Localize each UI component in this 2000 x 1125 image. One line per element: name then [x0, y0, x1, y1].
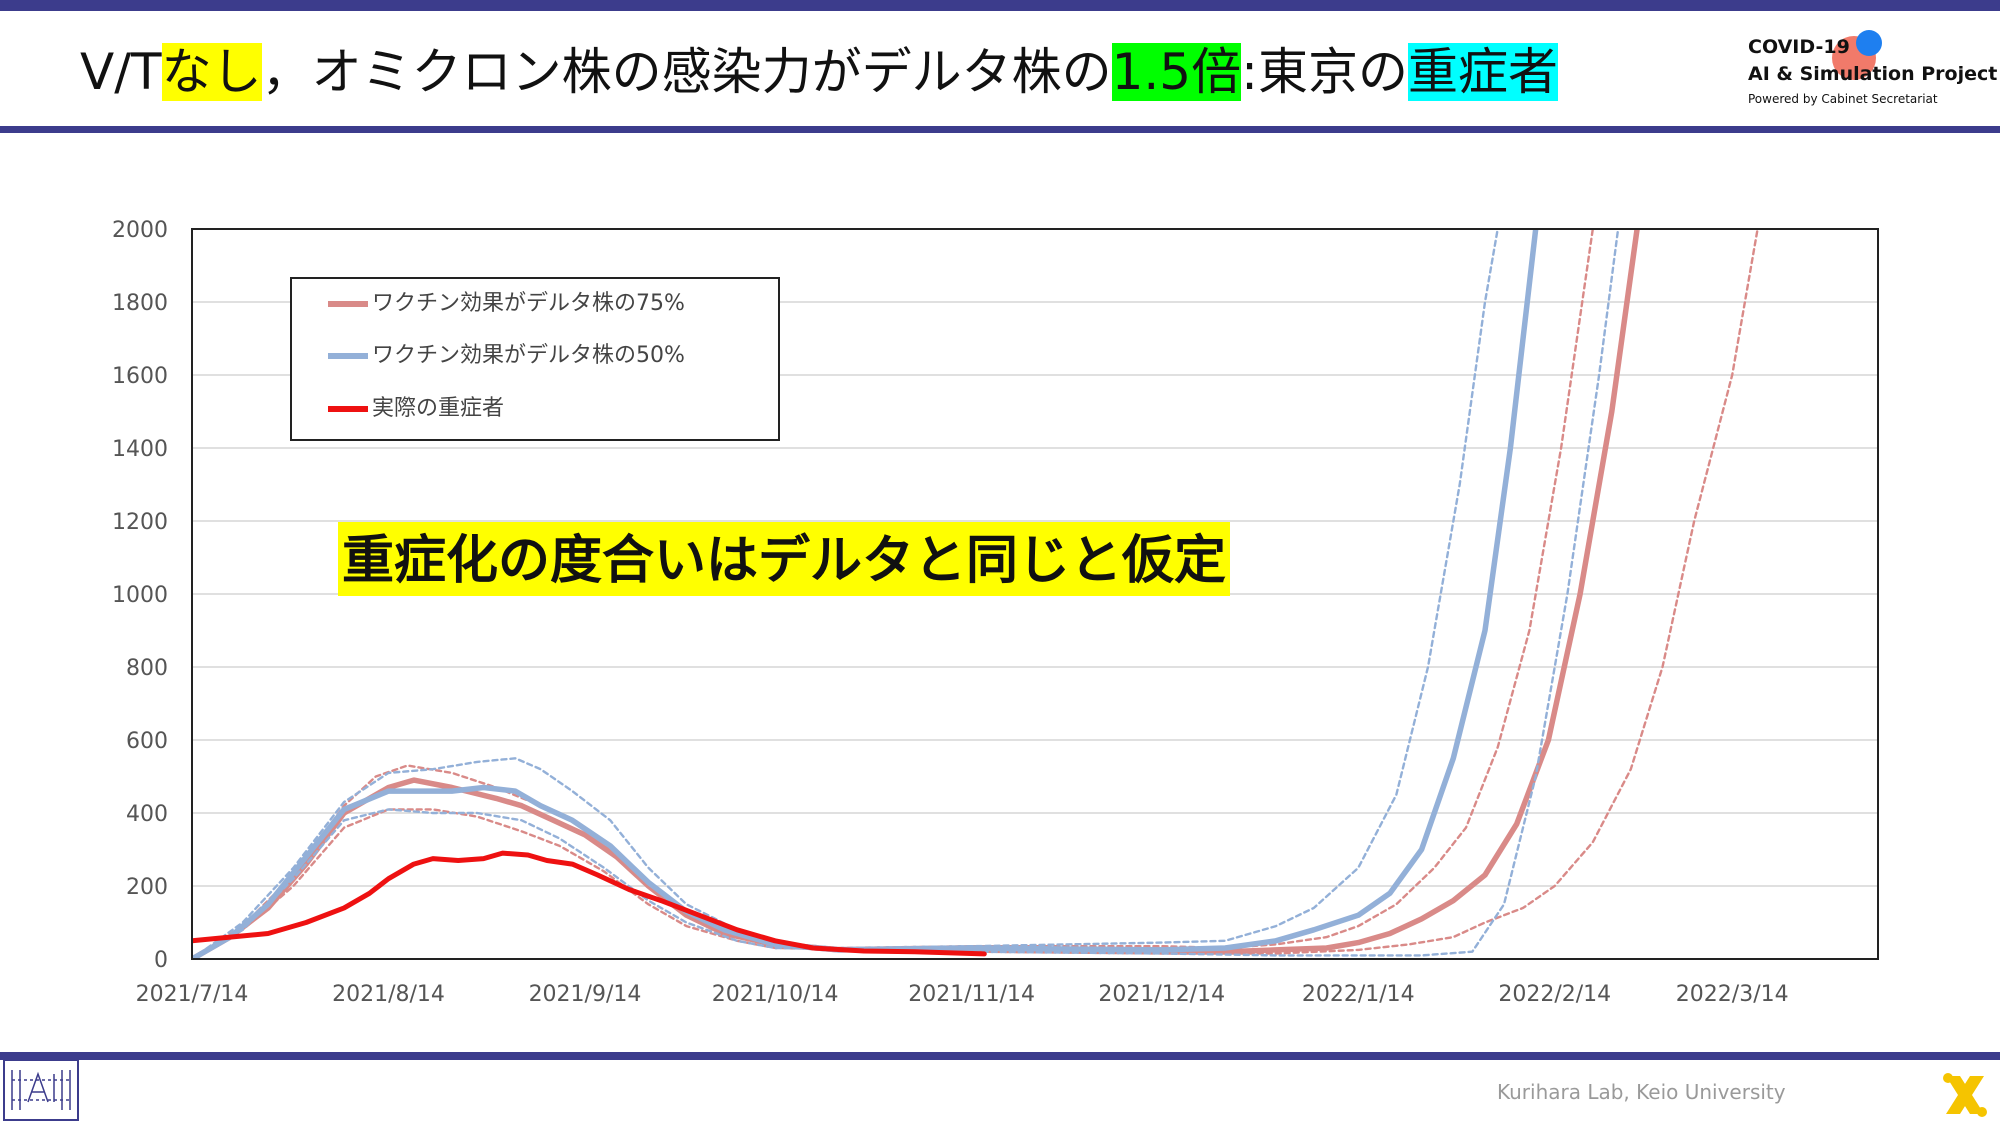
x-tick-label: 2021/11/14: [908, 982, 1035, 1007]
title-part-ratio: 1.5倍: [1111, 43, 1242, 101]
top-accent-bar: [0, 0, 2000, 11]
x-tick-label: 2022/2/14: [1498, 982, 1611, 1007]
legend-label-50: ワクチン効果がデルタ株の50%: [372, 343, 685, 368]
severe-cases-chart: 0 200 400 600 800 1000 1200 1400 1600 1800 2000 202…: [112, 218, 1879, 1007]
footer-credit: Kurihara Lab, Keio University: [1497, 1080, 1786, 1104]
slide-title: V/Tなし，オミクロン株の感染力がデルタ株の1.5倍:東京の重症者: [80, 36, 1558, 108]
legend-label-75: ワクチン効果がデルタ株の75%: [372, 291, 685, 316]
title-part-none: なし: [161, 43, 262, 101]
legend-swatch-actual: [328, 406, 368, 412]
y-tick-label: 1400: [112, 437, 168, 462]
legend-swatch-75: [328, 301, 368, 307]
y-tick-label: 600: [126, 729, 168, 754]
y-tick-label: 1600: [112, 364, 168, 389]
x-logo-icon: [1943, 1073, 1987, 1117]
title-part-tokyo: :東京の: [1241, 43, 1408, 101]
y-tick-label: 800: [126, 656, 168, 681]
series-line-6: [192, 850, 987, 957]
legend-swatch-50: [328, 353, 368, 359]
logo-line2: AI & Simulation Project: [1748, 63, 1998, 85]
x-tick-label: 2022/3/14: [1676, 982, 1789, 1007]
y-tick-label: 1800: [112, 291, 168, 316]
logo-line3: Powered by Cabinet Secretariat: [1748, 92, 1938, 106]
x-tick-label: 2021/10/14: [712, 982, 839, 1007]
chart-legend: ワクチン効果がデルタ株の75% ワクチン効果がデルタ株の50% 実際の重症者: [290, 277, 780, 441]
x-tick-label: 2021/7/14: [136, 982, 249, 1007]
y-tick-label: 1200: [112, 510, 168, 535]
legend-label-actual: 実際の重症者: [372, 396, 505, 421]
y-tick-label: 2000: [112, 218, 168, 243]
x-tick-label: 2022/1/14: [1302, 982, 1415, 1007]
covid-project-logo: COVID-19 AI & Simulation Project Powered…: [1748, 30, 1997, 120]
title-divider: [0, 126, 2000, 133]
y-tick-label: 0: [154, 948, 168, 973]
chart-annotation: 重症化の度合いはデルタと同じと仮定: [338, 522, 1231, 596]
y-tick-label: 400: [126, 802, 168, 827]
y-tick-label: 200: [126, 875, 168, 900]
logo-blue-dot-icon: [1856, 30, 1882, 56]
title-part-vt: V/T: [80, 43, 162, 101]
plot-frame: [191, 228, 1879, 960]
y-tick-label: 1000: [112, 583, 168, 608]
series-line-3: [192, 229, 1539, 959]
x-tick-label: 2021/8/14: [332, 982, 445, 1007]
lab-logo-icon: [3, 1059, 79, 1121]
logo-line1: COVID-19: [1748, 36, 1850, 58]
x-tick-label: 2021/9/14: [529, 982, 642, 1007]
series-line-5: [192, 229, 1620, 959]
title-part-omicron: ，オミクロン株の感染力がデルタ株の: [261, 43, 1112, 101]
x-tick-label: 2021/12/14: [1098, 982, 1225, 1007]
title-part-severe: 重症者: [1407, 43, 1558, 101]
footer-divider: [0, 1052, 2000, 1060]
